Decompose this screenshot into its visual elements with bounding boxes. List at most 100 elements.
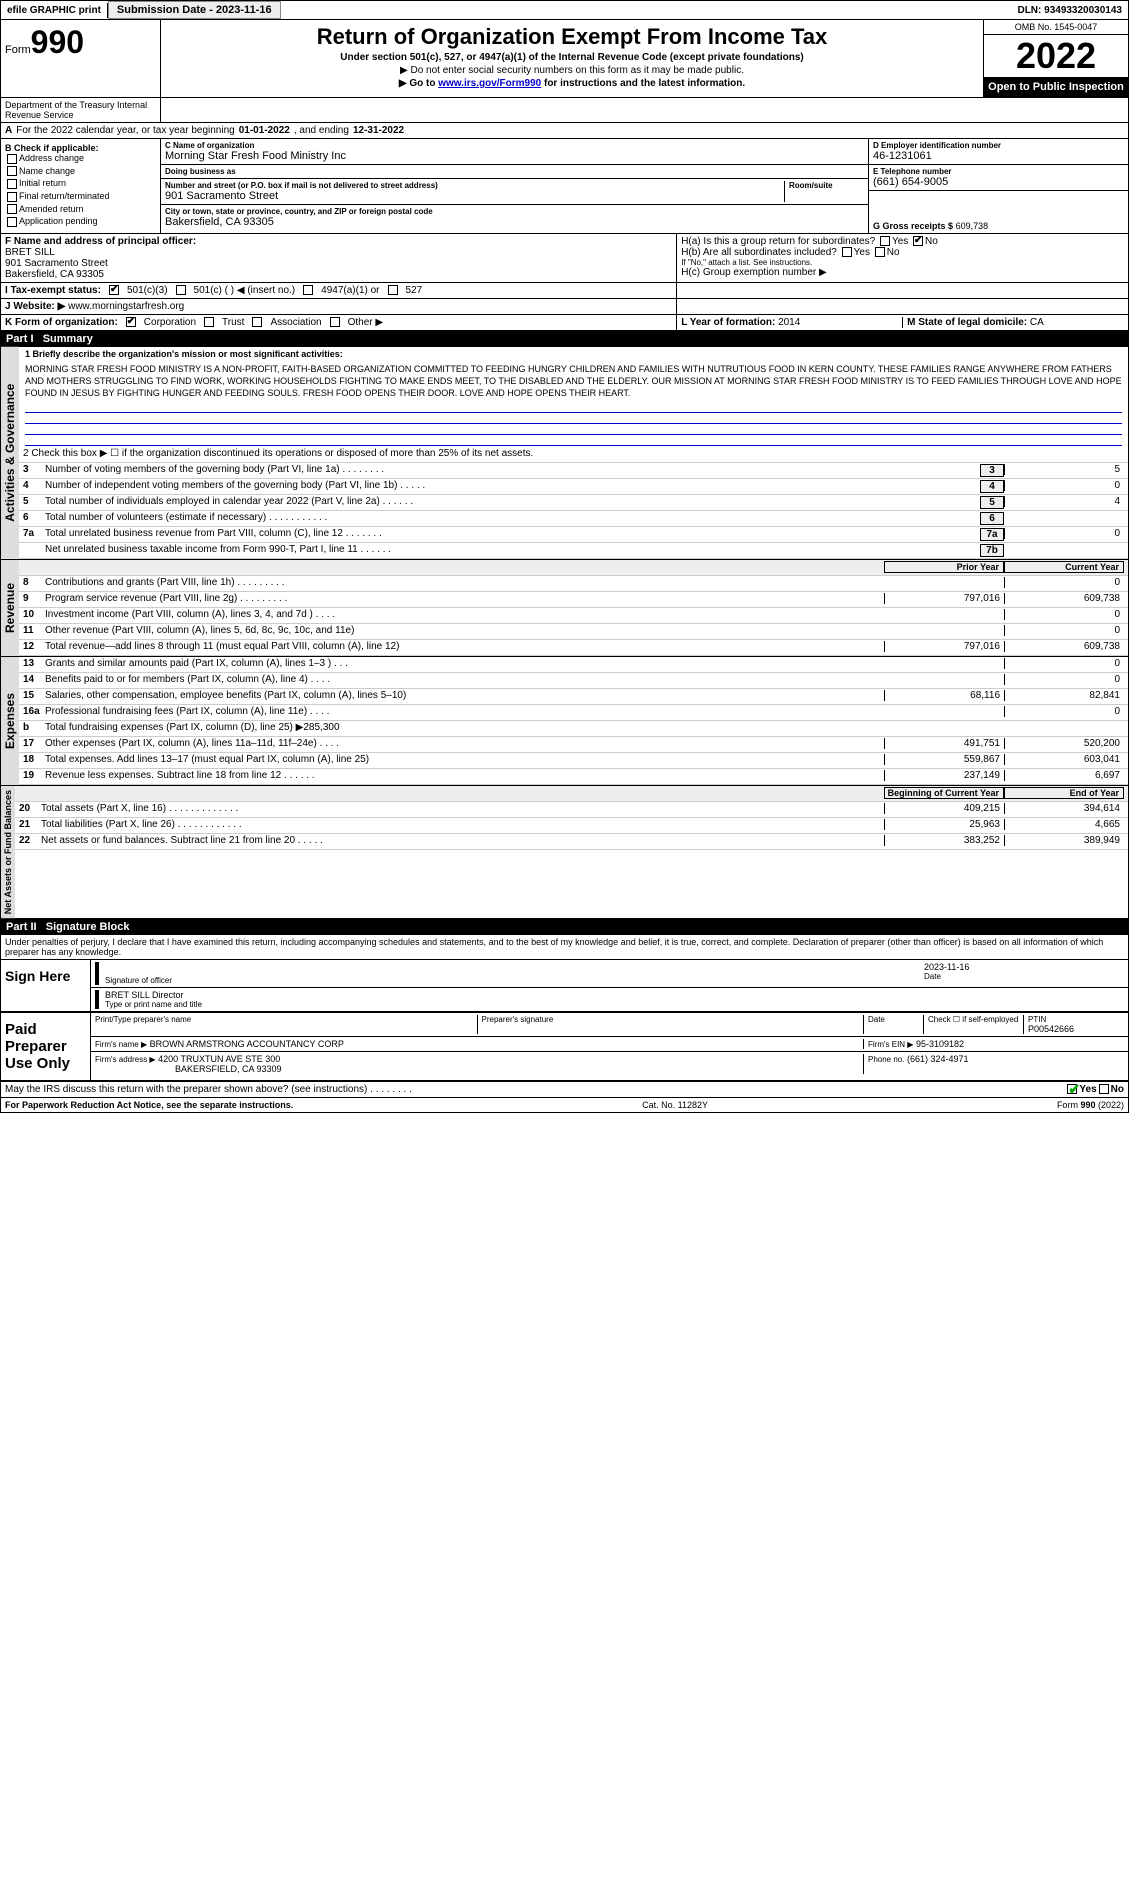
- col-b-label: B Check if applicable:: [5, 143, 156, 153]
- col-c: C Name of organization Morning Star Fres…: [161, 139, 868, 233]
- ha-label: H(a) Is this a group return for subordin…: [681, 236, 875, 247]
- footer-right: Form 990 (2022): [1057, 1100, 1124, 1110]
- rev-line-11: 11Other revenue (Part VIII, column (A), …: [19, 624, 1128, 640]
- city-label: City or town, state or province, country…: [165, 207, 864, 216]
- prep-date-label: Date: [868, 1015, 923, 1024]
- gov-line-5: 5Total number of individuals employed in…: [19, 495, 1128, 511]
- hb-no[interactable]: [875, 247, 885, 257]
- hdr-end-year: End of Year: [1004, 787, 1124, 799]
- hb-label: H(b) Are all subordinates included?: [681, 247, 837, 258]
- identity-grid: B Check if applicable: Address change Na…: [0, 139, 1129, 234]
- sig-officer-label: Signature of officer: [105, 976, 924, 985]
- cb-other[interactable]: [330, 317, 340, 327]
- street-label: Number and street (or P.O. box if mail i…: [165, 181, 784, 190]
- row-i-tax-status: I Tax-exempt status: ✔501(c)(3) 501(c) (…: [1, 283, 677, 298]
- cb-assoc[interactable]: [252, 317, 262, 327]
- part-1-header: Part I Summary: [0, 331, 1129, 347]
- cb-initial-return[interactable]: Initial return: [5, 178, 156, 189]
- inspection-label: Open to Public Inspection: [984, 77, 1128, 97]
- officer-name-label: Type or print name and title: [105, 1000, 1124, 1009]
- tax-year: 2022: [984, 35, 1128, 77]
- sig-date: 2023-11-16: [924, 962, 1124, 972]
- rev-line-10: 10Investment income (Part VIII, column (…: [19, 608, 1128, 624]
- section-revenue: Revenue Prior Year Current Year 8Contrib…: [0, 560, 1129, 657]
- website-url: www.morningstarfresh.org: [68, 301, 184, 312]
- m-label: M State of legal domicile:: [907, 317, 1027, 328]
- line-2: 2 Check this box ▶ ☐ if the organization…: [19, 447, 1128, 463]
- exp-line-19: 19Revenue less expenses. Subtract line 1…: [19, 769, 1128, 785]
- period-end: 12-31-2022: [353, 125, 404, 136]
- submission-date-button[interactable]: Submission Date - 2023-11-16: [108, 1, 281, 19]
- net-line-22: 22Net assets or fund balances. Subtract …: [15, 834, 1128, 850]
- form-number-box: Form990: [1, 20, 161, 97]
- room-label: Room/suite: [789, 181, 864, 190]
- gov-line-4: 4Number of independent voting members of…: [19, 479, 1128, 495]
- street-value: 901 Sacramento Street: [165, 190, 784, 202]
- form-990-number: 990: [31, 24, 84, 60]
- period-begin: 01-01-2022: [239, 125, 290, 136]
- exp-line-13: 13Grants and similar amounts paid (Part …: [19, 657, 1128, 673]
- part-2-header: Part II Signature Block: [0, 919, 1129, 935]
- row-a-tax-year: A For the 2022 calendar year, or tax yea…: [0, 123, 1129, 139]
- cb-name-change[interactable]: Name change: [5, 166, 156, 177]
- exp-line-18: 18Total expenses. Add lines 13–17 (must …: [19, 753, 1128, 769]
- mission-text: MORNING STAR FRESH FOOD MINISTRY IS A NO…: [19, 362, 1128, 401]
- cb-final-return[interactable]: Final return/terminated: [5, 191, 156, 202]
- gov-line-6: 6Total number of volunteers (estimate if…: [19, 511, 1128, 527]
- row-a-mid: , and ending: [294, 125, 349, 136]
- cb-amended[interactable]: Amended return: [5, 204, 156, 215]
- exp-line-15: 15Salaries, other compensation, employee…: [19, 689, 1128, 705]
- firm-ein-label: Firm's EIN ▶: [868, 1040, 913, 1049]
- discuss-no[interactable]: [1099, 1084, 1109, 1094]
- group-return: H(a) Is this a group return for subordin…: [677, 234, 1128, 282]
- row-f-h: F Name and address of principal officer:…: [0, 234, 1129, 283]
- title-block: Return of Organization Exempt From Incom…: [161, 20, 983, 97]
- principal-officer: F Name and address of principal officer:…: [1, 234, 677, 282]
- note-ssn: ▶ Do not enter social security numbers o…: [165, 65, 979, 76]
- mission-underline: [25, 403, 1122, 413]
- footer-left: For Paperwork Reduction Act Notice, see …: [5, 1100, 293, 1110]
- ha-no[interactable]: ✔: [913, 236, 923, 246]
- efile-label: efile GRAPHIC print: [1, 3, 108, 18]
- cb-trust[interactable]: [204, 317, 214, 327]
- ptin-value: P00542666: [1028, 1024, 1124, 1034]
- net-line-20: 20Total assets (Part X, line 16) . . . .…: [15, 802, 1128, 818]
- rev-line-12: 12Total revenue—add lines 8 through 11 (…: [19, 640, 1128, 656]
- org-name: Morning Star Fresh Food Ministry Inc: [165, 150, 864, 162]
- prep-self-emp[interactable]: Check ☐ if self-employed: [928, 1015, 1023, 1024]
- state-domicile: CA: [1030, 317, 1044, 328]
- cb-address-change[interactable]: Address change: [5, 153, 156, 164]
- cb-application-pending[interactable]: Application pending: [5, 216, 156, 227]
- rev-line-8: 8Contributions and grants (Part VIII, li…: [19, 576, 1128, 592]
- irs-link[interactable]: www.irs.gov/Form990: [438, 78, 541, 89]
- vert-expenses: Expenses: [1, 657, 19, 785]
- c-name-label: C Name of organization: [165, 141, 864, 150]
- hdr-prior-year: Prior Year: [884, 561, 1004, 573]
- discuss-yes[interactable]: ✔: [1067, 1084, 1077, 1094]
- prep-print-label: Print/Type preparer's name: [95, 1015, 477, 1024]
- cb-4947[interactable]: [303, 285, 313, 295]
- gov-line-7a: 7aTotal unrelated business revenue from …: [19, 527, 1128, 543]
- officer-street: 901 Sacramento Street: [5, 258, 672, 269]
- exp-line-17: 17Other expenses (Part IX, column (A), l…: [19, 737, 1128, 753]
- cb-527[interactable]: [388, 285, 398, 295]
- ein-label: D Employer identification number: [873, 141, 1124, 150]
- cb-corp[interactable]: ✔: [126, 317, 136, 327]
- hdr-begin-year: Beginning of Current Year: [884, 787, 1004, 799]
- city-value: Bakersfield, CA 93305: [165, 216, 864, 228]
- phone-label: E Telephone number: [873, 167, 1124, 176]
- ha-yes[interactable]: [880, 236, 890, 246]
- j-label: J Website: ▶: [5, 301, 65, 312]
- omb-number: OMB No. 1545-0047: [984, 20, 1128, 35]
- sig-date-label: Date: [924, 972, 1124, 981]
- exp-line-16a: 16aProfessional fundraising fees (Part I…: [19, 705, 1128, 721]
- col-d: D Employer identification number 46-1231…: [868, 139, 1128, 233]
- cb-501c3[interactable]: ✔: [109, 285, 119, 295]
- year-formation: 2014: [778, 317, 800, 328]
- i-label: I Tax-exempt status:: [5, 285, 101, 296]
- section-governance: Activities & Governance 1 Briefly descri…: [0, 347, 1129, 560]
- hb-yes[interactable]: [842, 247, 852, 257]
- paid-preparer-label: Paid Preparer Use Only: [1, 1013, 91, 1080]
- gov-line-7b: Net unrelated business taxable income fr…: [19, 543, 1128, 559]
- cb-501c[interactable]: [176, 285, 186, 295]
